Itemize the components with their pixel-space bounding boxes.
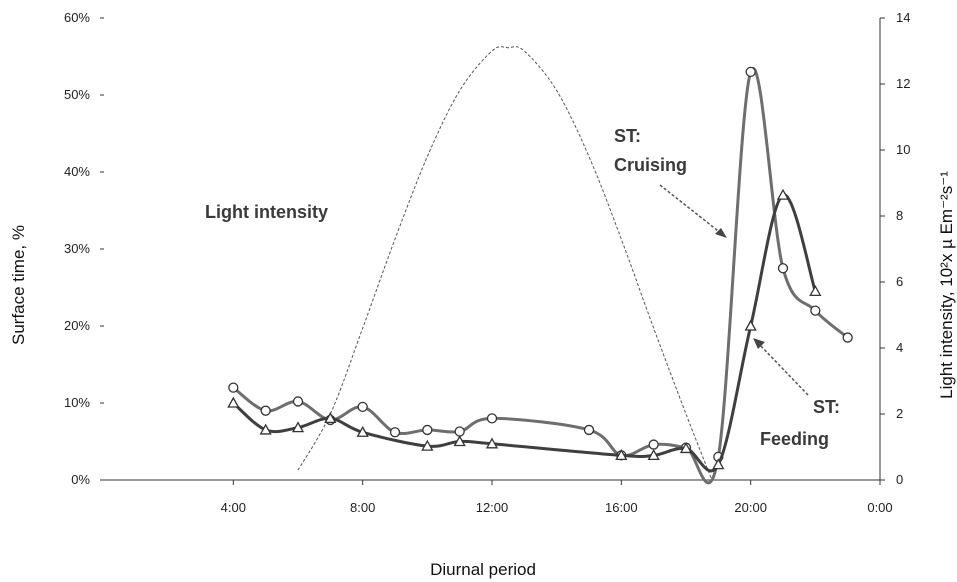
data-point-cruising (422, 424, 433, 436)
light-intensity-layer (297, 46, 713, 481)
data-point-feeding (809, 285, 822, 297)
data-point-feeding (647, 449, 660, 461)
data-point-feeding (615, 449, 628, 461)
data-point-feeding (776, 188, 790, 200)
data-point-feeding (485, 437, 499, 449)
y-right-tick-label: 10 (896, 142, 910, 157)
arrow-cruising (659, 184, 727, 238)
light-intensity-line (297, 46, 713, 481)
y-left-tick-label: 20% (64, 318, 90, 333)
y-axis-left-label: Surface time, % (9, 225, 28, 345)
data-point-cruising (648, 439, 659, 450)
x-tick-label: 16:00 (605, 500, 638, 515)
series-line-cruising (231, 67, 850, 485)
x-tick-label: 20:00 (734, 500, 767, 515)
y-right-tick-label: 14 (896, 10, 910, 25)
y-axis-right-label: Light intensity, 10²x µ Em⁻²s⁻¹ (937, 171, 956, 399)
y-right-tick-label: 0 (896, 472, 903, 487)
data-point-cruising (583, 424, 595, 436)
data-point-feeding (712, 458, 725, 470)
data-point-feeding (679, 442, 693, 454)
data-point-cruising (745, 66, 756, 78)
data-point-cruising (292, 396, 304, 407)
y-left-tick-label: 30% (64, 241, 90, 256)
data-point-cruising (389, 427, 401, 438)
x-tick-label: 4:00 (221, 500, 246, 515)
y-right-tick-label: 6 (896, 274, 903, 289)
x-tick-label: 12:00 (476, 500, 509, 515)
data-point-feeding (259, 423, 272, 435)
y-right-tick-label: 2 (896, 406, 903, 421)
annotation-cruising-line2: Cruising (614, 155, 687, 175)
data-point-feeding (453, 435, 466, 447)
data-point-feeding (744, 319, 757, 331)
annotation-cruising-line1: ST: (614, 126, 641, 146)
annotation-light-intensity: Light intensity (205, 202, 328, 222)
y-right-tick-label: 12 (896, 76, 910, 91)
annotation-feeding-line1: ST: (813, 397, 840, 417)
arrow-feeding (753, 338, 809, 396)
y-left-tick-label: 40% (64, 164, 90, 179)
data-point-cruising (228, 382, 239, 393)
y-left-tick-label: 50% (64, 87, 90, 102)
data-point-feeding (421, 439, 434, 451)
data-point-feeding (324, 412, 337, 424)
data-point-feeding (227, 396, 240, 408)
data-point-cruising (486, 413, 498, 424)
y-left-tick-label: 10% (64, 395, 90, 410)
data-point-cruising (357, 401, 368, 413)
x-axis-label: Diurnal period (430, 560, 536, 579)
data-point-cruising (777, 263, 789, 274)
y-left-tick-label: 0% (71, 472, 90, 487)
y-left-tick-label: 60% (64, 10, 90, 25)
axes: 4:00 8:00 12:00 16:00 20:00 0:000%10%20%30%40… (64, 10, 911, 515)
data-point-cruising (454, 426, 465, 437)
series-layer (227, 66, 853, 485)
data-point-cruising (260, 405, 271, 416)
data-point-feeding (356, 425, 369, 437)
y-right-tick-label: 8 (896, 208, 903, 223)
x-tick-label: 8:00 (350, 500, 375, 515)
data-point-feeding (291, 421, 305, 433)
data-point-cruising (810, 305, 821, 316)
data-point-cruising (842, 332, 853, 343)
y-right-tick-label: 4 (896, 340, 903, 355)
annotation-feeding-line2: Feeding (760, 429, 829, 449)
x-tick-label: 0:00 (867, 500, 892, 515)
